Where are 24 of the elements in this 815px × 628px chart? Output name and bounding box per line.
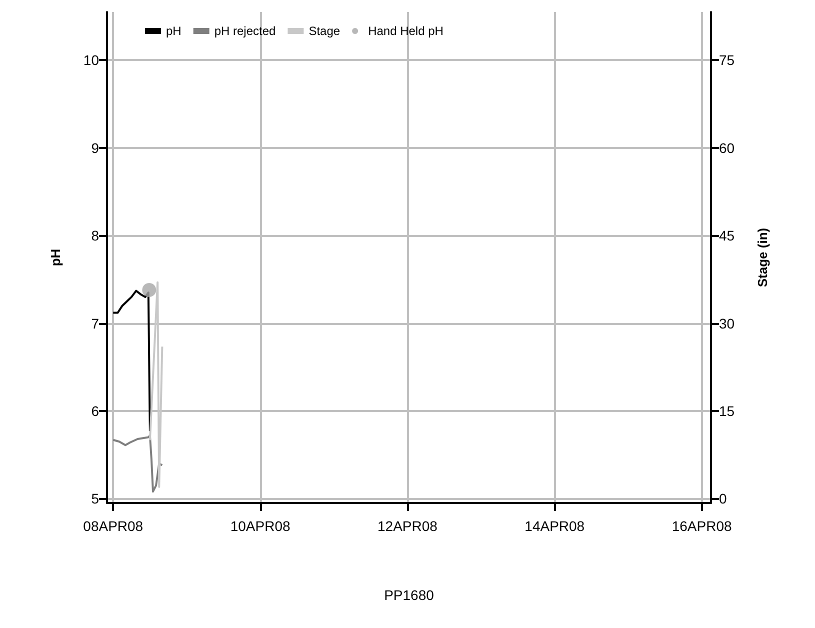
y2-tick-label: 0 <box>719 490 727 507</box>
x-tick-label: 10APR08 <box>230 518 290 534</box>
legend-label: Hand Held pH <box>368 24 444 38</box>
y-tick-label: 8 <box>91 228 100 244</box>
y2-tick-label: 30 <box>719 315 735 332</box>
legend-label: pH rejected <box>214 24 276 38</box>
y-tick-label: 5 <box>91 490 100 507</box>
y2-tick-label: 45 <box>719 228 735 244</box>
legend-label: Stage <box>308 24 340 38</box>
legend-label: pH <box>166 24 182 38</box>
x-tick-label: 08APR08 <box>83 518 144 534</box>
y2-tick-label: 15 <box>719 402 735 419</box>
x-tick-label: 14APR08 <box>524 518 585 534</box>
x-axis-title: PP1680 <box>384 587 434 603</box>
x-tick-label: 12APR08 <box>378 518 438 534</box>
y-tick-label: 6 <box>91 402 100 419</box>
x-tick-label: 16APR08 <box>672 518 732 534</box>
y2-tick-label: 75 <box>719 52 735 68</box>
y2-tick-label: 60 <box>719 140 735 156</box>
y-tick-label: 9 <box>91 140 100 156</box>
y-tick-label: 10 <box>83 52 100 68</box>
y-axis-title: pH <box>48 248 63 266</box>
y2-axis-title: Stage (in) <box>755 228 770 288</box>
y-tick-label: 7 <box>91 315 100 332</box>
